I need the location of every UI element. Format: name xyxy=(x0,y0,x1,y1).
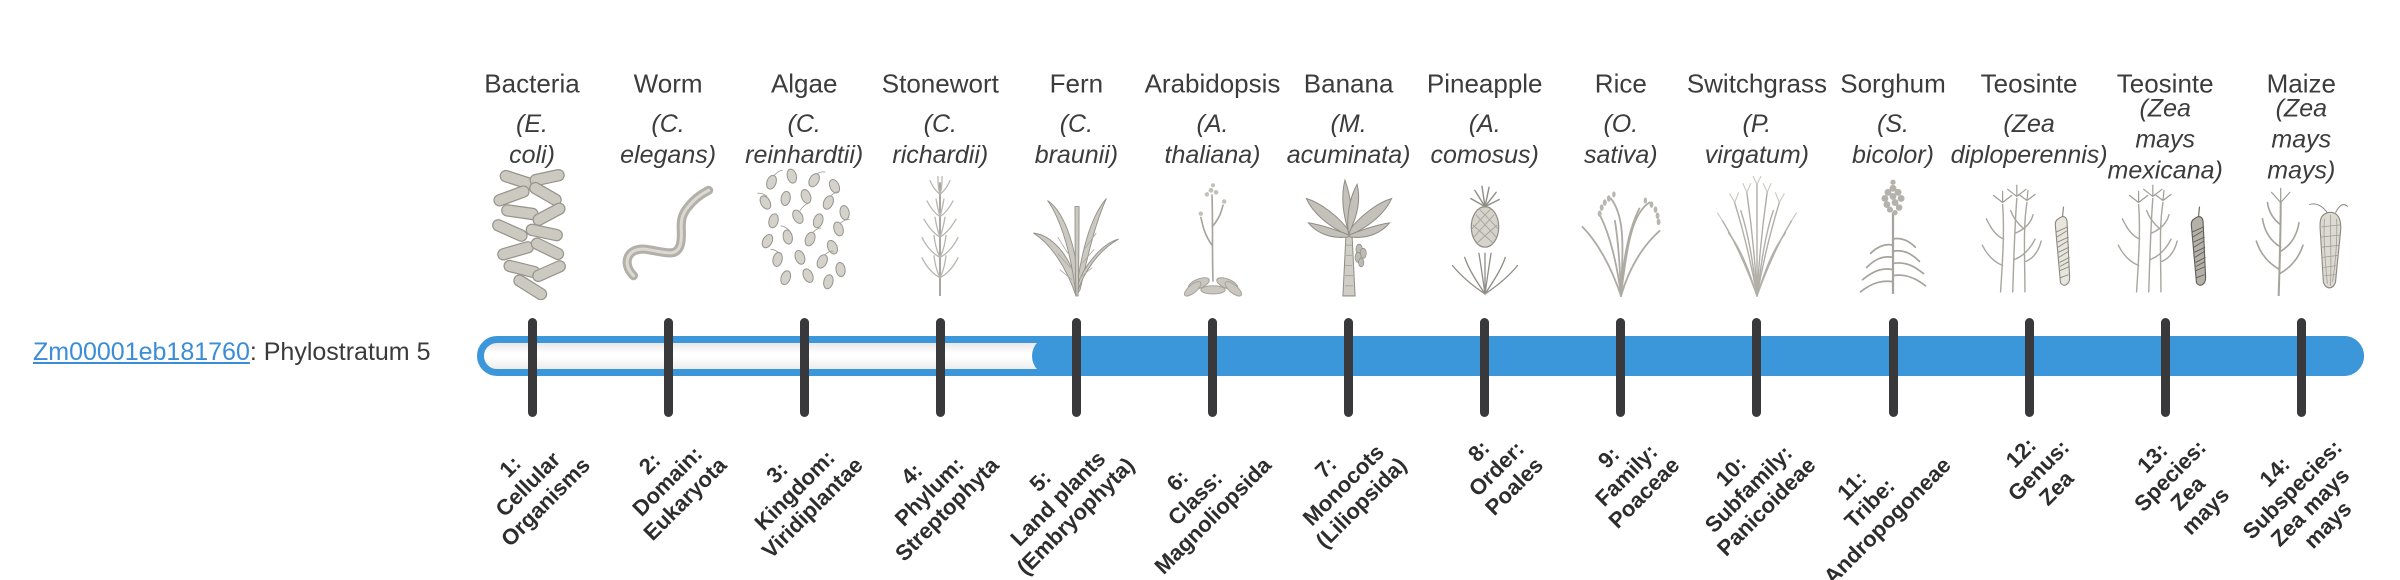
gene-phylostratum-text: : Phylostratum 5 xyxy=(249,338,431,366)
phylostratum-taxonomy-label: 11: Tribe: Andropogoneae xyxy=(1819,452,1957,580)
organism-name: Switchgrass xyxy=(1686,68,1827,99)
organism-name: Rice xyxy=(1594,68,1647,99)
switchgrass-icon xyxy=(1699,168,1815,300)
phylostratum-taxonomy-label: 5: Land plants (Embryophyta) xyxy=(1005,445,1140,580)
worm-icon xyxy=(610,168,726,300)
phylostratum-tick xyxy=(1752,318,1762,417)
organism-name: Pineapple xyxy=(1426,68,1543,99)
organism-scientific-name: (C. elegans) xyxy=(620,110,717,169)
phylostratum-taxonomy-label: 13: Species: Zea mays xyxy=(2128,434,2234,540)
phylostratum-taxonomy-label: 8: Order: Poales xyxy=(1462,435,1548,521)
organism-scientific-name: (C. braunii) xyxy=(1034,110,1119,169)
organism-name: Algae xyxy=(770,68,838,99)
organism-name: Teosinte xyxy=(2116,68,2214,99)
organism-scientific-name: (A. comosus) xyxy=(1430,110,1539,169)
organism-name: Banana xyxy=(1303,68,1394,99)
phylostratum-taxonomy-label: 14: Subspecies: Zea mays mays xyxy=(2237,434,2357,554)
organism-name: Bacteria xyxy=(484,68,580,99)
phylostratum-tick xyxy=(1344,318,1354,417)
phylostratum-tick xyxy=(1616,318,1626,417)
stonewort-icon xyxy=(882,168,998,300)
organism-scientific-name: (O. sativa) xyxy=(1583,110,1658,169)
phylostratum-tick xyxy=(2296,318,2306,417)
phylostratum-taxonomy-label: 9: Family: Poaceae xyxy=(1589,439,1684,534)
teosinte-dark-icon xyxy=(2107,168,2223,300)
phylostratum-tick xyxy=(935,318,945,417)
organism-name: Maize xyxy=(2266,68,2336,99)
phylostratum-taxonomy-label: 3: Kingdom: Viridiplantae xyxy=(749,444,868,564)
organism-scientific-name: (S. bicolor) xyxy=(1852,110,1934,169)
bacteria-icon xyxy=(474,168,590,300)
phylostratum-tick xyxy=(1480,318,1490,417)
phylostratum-taxonomy-label: 2: Domain: Eukaryota xyxy=(627,441,732,546)
organism-scientific-name: (P. virgatum) xyxy=(1704,110,1809,169)
organism-scientific-name: (Zea diploperennis) xyxy=(1950,110,2108,169)
gene-label: Zm00001eb181760: Phylostratum 5 xyxy=(33,338,431,366)
sorghum-icon xyxy=(1835,168,1951,300)
teosinte-icon xyxy=(1971,168,2087,300)
phylostratum-bar-fill xyxy=(1032,336,2364,376)
pineapple-icon xyxy=(1427,168,1543,300)
phylostratum-taxonomy-label: 7: Monocots (Liliopsida) xyxy=(1298,439,1412,553)
phylostratum-tick xyxy=(2160,318,2170,417)
organism-scientific-name: (M. acuminata) xyxy=(1286,110,1411,169)
organism-name: Worm xyxy=(633,68,703,99)
phylostratum-tick xyxy=(1208,318,1217,417)
organism-name: Fern xyxy=(1049,68,1104,99)
organism-name: Teosinte xyxy=(1980,68,2078,99)
organism-scientific-name: (Zea mays mexicana) xyxy=(2107,94,2223,185)
algae-icon xyxy=(746,168,862,300)
organism-scientific-name: (E. coli) xyxy=(509,110,555,169)
organism-name: Stonewort xyxy=(881,68,999,99)
phylostratum-taxonomy-label: 1: Cellular Organisms xyxy=(490,446,596,552)
phylostratum-tick xyxy=(2024,318,2034,417)
phylostratum-taxonomy-label: 12: Genus: Zea xyxy=(2001,432,2079,511)
phylostratum-tick xyxy=(1071,318,1081,417)
rice-icon xyxy=(1563,168,1679,300)
organism-scientific-name: (Zea mays mays) xyxy=(2267,94,2336,185)
organism-scientific-name: (A. thaliana) xyxy=(1164,110,1261,169)
gene-id-link[interactable]: Zm00001eb181760 xyxy=(33,338,250,366)
organism-scientific-name: (C. reinhardtii) xyxy=(745,110,864,169)
phylostratum-tick xyxy=(527,318,537,417)
phylostratum-tick xyxy=(799,318,809,417)
maize-icon xyxy=(2243,168,2359,300)
phylostratum-taxonomy-label: 6: Class: Magnoliopsida xyxy=(1148,452,1276,579)
banana-icon xyxy=(1291,168,1407,300)
arabidopsis-icon xyxy=(1155,168,1271,300)
organism-scientific-name: (C. richardii) xyxy=(892,110,989,169)
phylostratum-tick xyxy=(1888,318,1898,417)
phylostratum-taxonomy-label: 4: Phylum: Streptophyta xyxy=(889,451,1004,566)
phylostratum-tick xyxy=(663,318,673,417)
organism-name: Arabidopsis xyxy=(1144,68,1281,99)
fern-icon xyxy=(1018,168,1134,300)
organism-name: Sorghum xyxy=(1840,68,1946,99)
